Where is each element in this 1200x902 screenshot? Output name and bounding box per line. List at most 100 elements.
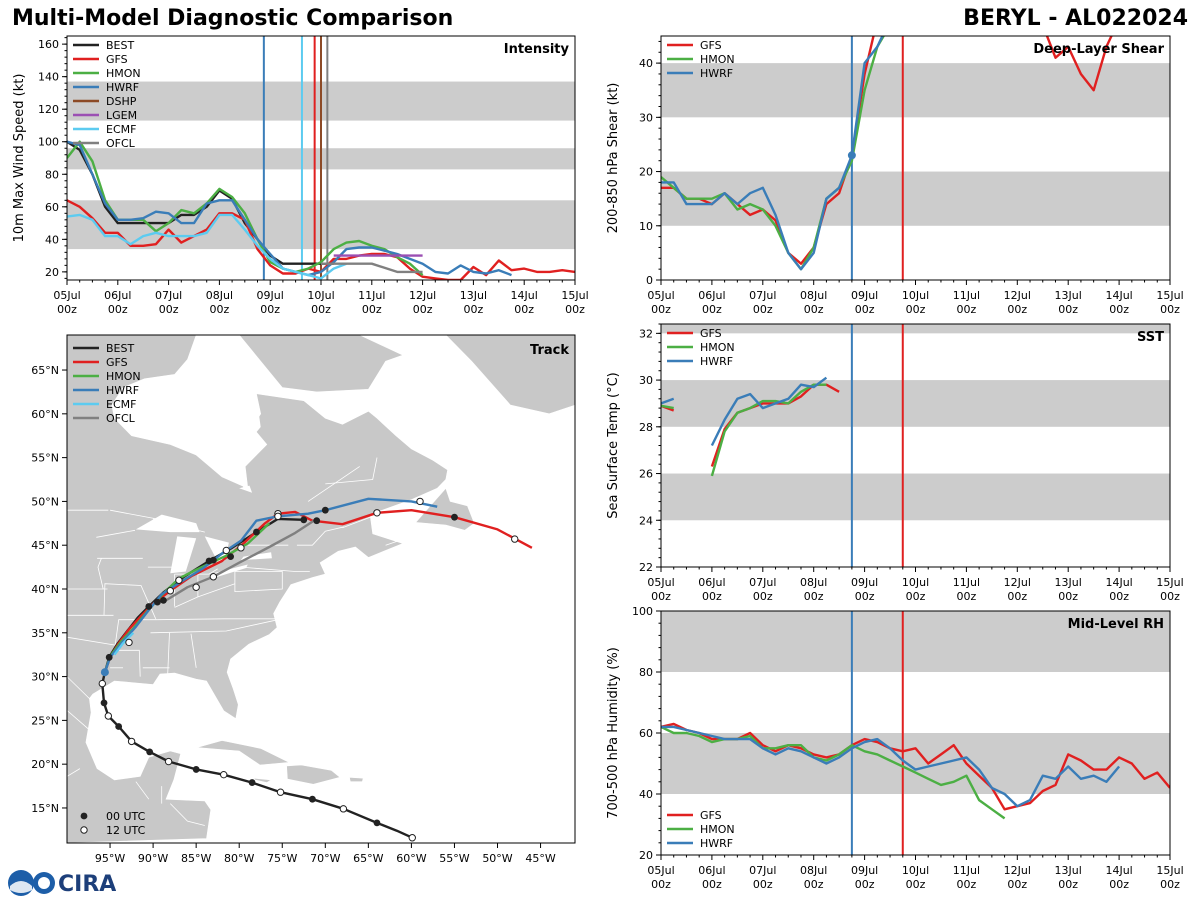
track-ytick-label: 25°N <box>31 714 59 727</box>
sst-ytick-label: 26 <box>639 468 653 481</box>
track-xtick-label: 85°W <box>181 852 211 865</box>
intensity-legend-label-ofcl: OFCL <box>106 137 136 150</box>
shear-xtick-day: 14Jul <box>1105 289 1132 302</box>
track-marker-12utc <box>164 757 173 766</box>
shear-ytick-label: 10 <box>639 220 653 233</box>
shear-legend-label-hwrf: HWRF <box>700 67 733 80</box>
intensity-legend-label-hwrf: HWRF <box>106 81 139 94</box>
intensity-series-ecmf <box>67 213 347 280</box>
track-legend-12utc-marker <box>80 826 88 834</box>
intensity-legend-label-best: BEST <box>106 39 134 52</box>
track-ytick-label: 40°N <box>31 583 59 596</box>
shear-xtick-hour: 00z <box>651 303 671 316</box>
map-border <box>103 583 157 619</box>
track-marker-00utc <box>321 506 329 514</box>
map-border <box>296 526 345 546</box>
map-border <box>97 558 104 590</box>
cira-logo: CIRA <box>6 868 116 898</box>
track-marker-12utc <box>274 512 282 521</box>
track-marker-12utc <box>408 834 416 842</box>
intensity-xtick-hour: 00z <box>464 303 484 316</box>
map-border <box>234 571 283 593</box>
rh-xtick-day: 09Jul <box>851 864 878 877</box>
rh-series-gfs <box>661 722 1170 811</box>
track-marker-12utc <box>175 576 183 584</box>
storm-id: BERYL - AL022024 <box>963 6 1188 31</box>
lake-superior <box>135 514 200 533</box>
sst-xtick-day: 06Jul <box>698 576 725 589</box>
landmass-jamaica <box>253 777 273 783</box>
map-border <box>167 632 170 675</box>
sst-legend-label-gfs: GFS <box>700 327 722 340</box>
intensity-plot-area <box>67 36 575 280</box>
intensity-xtick-hour: 00z <box>260 303 280 316</box>
track-marker-12utc <box>276 788 285 796</box>
map-border <box>67 768 81 777</box>
rh-ytick-label: 60 <box>639 727 653 740</box>
rh-xtick-day: 15Jul <box>1156 864 1183 877</box>
landmass-cuba <box>196 740 291 766</box>
rh-title: Mid-Level RH <box>1068 617 1164 632</box>
intensity-xtick-day: 13Jul <box>460 289 487 302</box>
intensity-series-ofcl <box>321 262 423 274</box>
shear-legend-label-gfs: GFS <box>700 39 722 52</box>
rh-ylabel: 700-500 hPa Humidity (%) <box>606 647 621 819</box>
track-legend-label-ecmf: ECMF <box>106 398 136 411</box>
shear-xtick-day: 12Jul <box>1004 289 1031 302</box>
lake-huron <box>204 536 229 562</box>
sst-xtick-day: 10Jul <box>902 576 929 589</box>
track-legend-00utc-marker <box>80 812 88 820</box>
shear-xtick-day: 07Jul <box>749 289 776 302</box>
shear-xtick-hour: 00z <box>1160 303 1180 316</box>
james-bay-inlet <box>239 485 253 493</box>
shear-xtick-hour: 00z <box>957 303 977 316</box>
shear-title: Deep-Layer Shear <box>1033 42 1164 57</box>
rh-plot-area <box>661 611 1170 855</box>
sst-xtick-hour: 00z <box>651 590 671 603</box>
track-legend-label-ofcl: OFCL <box>106 412 136 425</box>
rh-xtick-day: 14Jul <box>1105 864 1132 877</box>
shear-ytick-label: 20 <box>639 166 653 179</box>
intensity-xtick-day: 08Jul <box>206 289 233 302</box>
rh-xtick-day: 13Jul <box>1055 864 1082 877</box>
shear-xtick-hour: 00z <box>1058 303 1078 316</box>
sst-xtick-hour: 00z <box>855 590 875 603</box>
track-xtick-label: 45°W <box>525 852 555 865</box>
map-border <box>67 636 116 646</box>
map-border <box>157 618 276 621</box>
map-border <box>150 619 278 634</box>
intensity-xtick-day: 12Jul <box>409 289 436 302</box>
intensity-ytick-label: 60 <box>45 201 59 214</box>
intensity-ytick-label: 160 <box>38 38 59 51</box>
rh-xtick-hour: 00z <box>855 878 875 891</box>
map-border <box>342 514 378 529</box>
sst-xtick-day: 05Jul <box>647 576 674 589</box>
rh-xtick-hour: 00z <box>804 878 824 891</box>
track-marker-12utc <box>416 497 424 506</box>
sst-xtick-day: 11Jul <box>953 576 980 589</box>
panel-shear: 01020304005Jul00z06Jul00z07Jul00z08Jul00… <box>606 35 1184 316</box>
track-marker-00utc <box>100 699 108 707</box>
sst-xtick-day: 08Jul <box>800 576 827 589</box>
track-xtick-label: 65°W <box>353 852 383 865</box>
shear-series-hmon <box>661 36 886 271</box>
sst-xtick-hour: 00z <box>1058 590 1078 603</box>
shear-plot-area <box>661 36 1170 280</box>
track-xtick-label: 60°W <box>396 852 426 865</box>
track-ytick-label: 30°N <box>31 671 59 684</box>
shear-xtick-day: 11Jul <box>953 289 980 302</box>
map-border <box>307 466 360 502</box>
track-marker-00utc <box>160 596 167 604</box>
rh-ytick-label: 40 <box>639 788 653 801</box>
rh-band <box>661 611 1170 672</box>
track-marker-12utc <box>222 546 230 555</box>
sst-series-hmon <box>710 383 827 477</box>
track-marker-00utc <box>209 556 217 564</box>
sst-ylabel: Sea Surface Temp (°C) <box>606 372 621 519</box>
shear-ytick-label: 0 <box>646 274 653 287</box>
map-border <box>96 529 136 538</box>
track-marker-hwrf <box>100 668 109 677</box>
track-xtick-label: 55°W <box>439 852 469 865</box>
rh-xtick-day: 11Jul <box>953 864 980 877</box>
